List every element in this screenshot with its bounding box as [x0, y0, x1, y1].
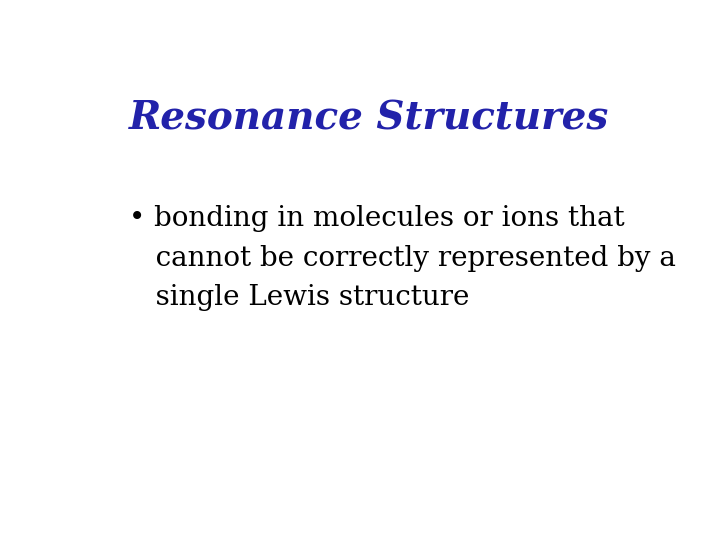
Text: • bonding in molecules or ions that: • bonding in molecules or ions that [129, 205, 625, 232]
Text: Resonance Structures: Resonance Structures [129, 100, 609, 138]
Text: single Lewis structure: single Lewis structure [129, 284, 469, 311]
Text: cannot be correctly represented by a: cannot be correctly represented by a [129, 245, 676, 272]
